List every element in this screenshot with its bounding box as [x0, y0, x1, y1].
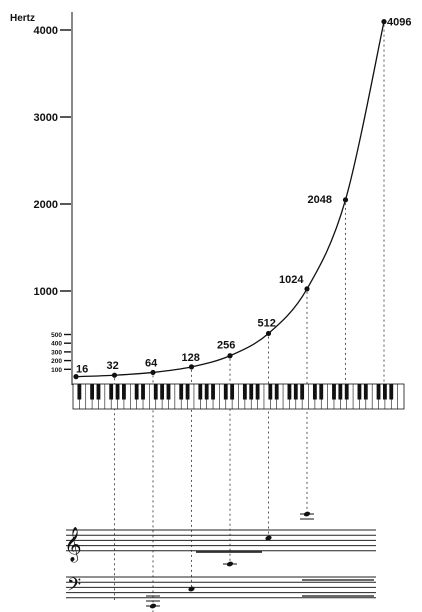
black-key: [249, 384, 254, 400]
note-head: [303, 511, 311, 517]
black-key: [242, 384, 247, 400]
black-key: [211, 384, 215, 400]
note-head: [188, 586, 195, 592]
black-key: [109, 384, 114, 400]
black-key: [115, 384, 120, 400]
major-tick-label: 1000: [34, 286, 58, 298]
frequency-point: [342, 197, 349, 203]
black-key: [230, 384, 235, 400]
frequency-point: [188, 364, 195, 370]
black-key: [77, 384, 82, 400]
frequency-label: 32: [107, 360, 119, 372]
black-key: [198, 384, 203, 400]
axis-unit-label: Hertz: [10, 13, 35, 24]
minor-tick-label: 500: [51, 332, 62, 339]
bass-clef-icon: 𝄢: [67, 575, 81, 600]
black-key: [141, 384, 145, 400]
black-key: [376, 384, 381, 400]
major-tick-label: 2000: [34, 199, 58, 211]
frequency-label: 256: [217, 340, 235, 352]
black-key: [223, 384, 228, 400]
frequency-point: [73, 374, 79, 380]
black-key: [268, 384, 273, 400]
frequency-point: [381, 19, 387, 25]
frequency-label: 512: [258, 317, 276, 329]
note-head: [149, 603, 157, 609]
frequency-curve: [75, 21, 385, 378]
octave-guides: [114, 24, 385, 612]
black-key: [153, 384, 158, 400]
frequency-label: 16: [76, 364, 88, 376]
black-key: [96, 384, 101, 400]
minor-tick-label: 400: [51, 341, 62, 348]
black-key: [287, 384, 292, 400]
frequency-point: [227, 353, 233, 359]
black-key: [185, 384, 190, 400]
black-key: [160, 384, 165, 400]
black-key: [166, 384, 171, 400]
frequency-point: [150, 369, 156, 376]
black-key: [179, 384, 184, 400]
frequency-label: 1024: [279, 274, 304, 286]
major-tick-label: 3000: [34, 112, 58, 124]
frequency-point: [111, 372, 118, 378]
minor-tick-label: 300: [51, 349, 62, 356]
minor-tick-label: 100: [51, 367, 62, 374]
black-key: [300, 384, 305, 400]
music-staves: 𝄞𝄢: [64, 511, 376, 609]
frequency-labels: 16 32 64 128 256 512 1024 2048 4096: [76, 17, 411, 376]
note-head: [226, 561, 234, 567]
major-tick-label: 4000: [34, 25, 58, 37]
minor-tick-label: 200: [51, 358, 62, 365]
black-key: [204, 384, 209, 400]
frequency-label: 128: [182, 352, 200, 364]
black-key: [90, 384, 95, 400]
black-key: [134, 384, 139, 400]
black-key: [357, 384, 362, 400]
black-key: [293, 384, 298, 400]
frequency-curve-group: [73, 19, 387, 380]
treble-clef-icon: 𝄞: [64, 527, 82, 563]
black-key: [389, 384, 394, 400]
black-key: [344, 384, 349, 400]
black-key: [312, 384, 317, 400]
black-key: [332, 384, 336, 400]
piano-keyboard-icon: [72, 383, 405, 410]
black-key: [319, 384, 324, 400]
frequency-label: 4096: [387, 17, 411, 29]
black-key: [382, 384, 387, 400]
black-key: [338, 384, 343, 400]
frequency-label: 2048: [308, 194, 332, 206]
black-key: [363, 384, 368, 400]
black-key: [255, 384, 260, 400]
black-key: [274, 384, 279, 400]
frequency-label: 64: [145, 357, 158, 369]
frequency-point: [265, 330, 272, 337]
frequency-point: [304, 286, 310, 292]
note-head: [265, 535, 272, 541]
black-key: [122, 384, 126, 400]
